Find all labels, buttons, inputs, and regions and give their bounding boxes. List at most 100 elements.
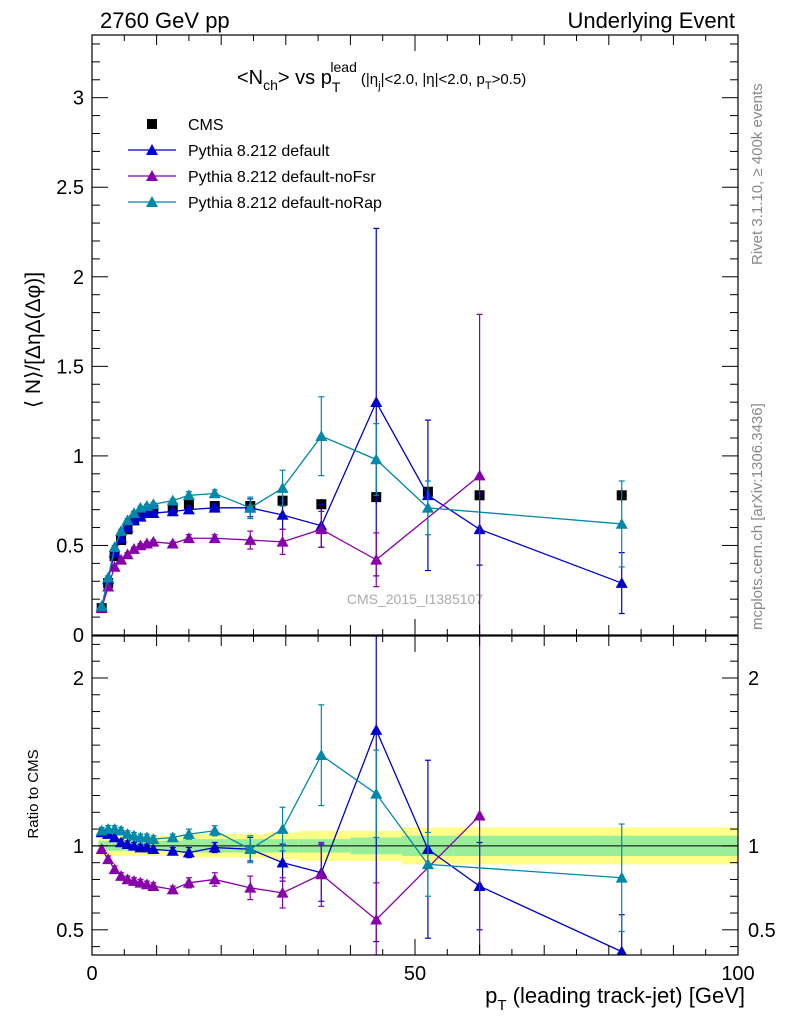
series-marker-ratio xyxy=(421,858,434,870)
legend: CMS Pythia 8.212 default Pythia 8.212 defa… xyxy=(128,117,382,212)
series-marker-main xyxy=(115,525,128,536)
header-left: 2760 GeV pp xyxy=(100,8,230,33)
series-marker-main xyxy=(276,482,289,493)
series-marker-ratio xyxy=(208,873,221,885)
series-marker-ratio xyxy=(315,868,328,880)
series-marker-ratio xyxy=(166,844,179,856)
series-marker-main xyxy=(182,532,195,544)
ratio-ytick-label: 1 xyxy=(73,836,84,858)
series-marker-ratio xyxy=(166,883,179,895)
series-marker-main xyxy=(208,501,221,513)
series-marker-main xyxy=(182,489,195,501)
legend-marker-cms xyxy=(147,119,157,129)
main-ytick-label: 2 xyxy=(73,267,84,289)
xtick-label: 0 xyxy=(86,963,97,985)
rivet-label: Rivet 3.1.10, ≥ 400k events xyxy=(749,83,766,265)
series-marker-main xyxy=(95,600,108,612)
series-marker-main xyxy=(276,509,289,520)
series-marker-main xyxy=(208,487,221,499)
series-marker-main xyxy=(473,469,486,481)
legend-label: Pythia 8.212 default-noFsr xyxy=(188,169,376,186)
series-marker-ratio xyxy=(208,841,221,853)
series-marker-ratio xyxy=(276,856,289,868)
series-marker-ratio xyxy=(166,831,179,843)
legend-label: Pythia 8.212 default-noRap xyxy=(188,195,382,212)
series-marker-main xyxy=(370,396,383,407)
main-ylabel: ⟨ N⟩/[ΔηΔ(Δφ)] xyxy=(22,272,45,408)
legend-label: CMS xyxy=(188,117,224,134)
main-ytick-label: 1.5 xyxy=(56,356,84,378)
ratio-ytick-label-right: 2 xyxy=(748,668,759,690)
series-marker-main xyxy=(121,521,134,533)
series-ratio-group xyxy=(95,636,486,955)
series-layer xyxy=(95,227,628,955)
header-right: Underlying Event xyxy=(567,8,735,33)
series-marker-ratio xyxy=(473,809,486,821)
series-marker-main xyxy=(315,430,328,441)
series-marker-ratio xyxy=(147,880,160,891)
series-marker-main xyxy=(147,498,160,510)
series-marker-ratio xyxy=(370,913,383,925)
main-ytick-label: 2.5 xyxy=(56,177,84,199)
series-marker-main xyxy=(315,523,328,535)
series-marker-main xyxy=(244,501,257,513)
series-marker-main xyxy=(166,494,179,506)
series-marker-main xyxy=(115,553,128,565)
xtick-label: 100 xyxy=(721,963,754,985)
series-marker-main xyxy=(115,532,128,544)
series-marker-main xyxy=(108,541,121,553)
legend-label: Pythia 8.212 default xyxy=(188,143,330,160)
ratio-frame xyxy=(91,635,739,956)
series-marker-ratio xyxy=(370,787,383,799)
series-marker-main xyxy=(127,543,140,554)
main-ytick-label: 3 xyxy=(73,88,84,110)
series-marker-main xyxy=(182,503,195,515)
series-marker-ratio xyxy=(115,870,128,881)
series-marker-ratio xyxy=(208,824,221,836)
series-marker-ratio xyxy=(115,824,128,836)
series-marker-ratio xyxy=(95,843,108,855)
series-ratio-group xyxy=(95,704,628,933)
series-marker-main xyxy=(127,507,140,519)
series-marker-main xyxy=(615,517,628,529)
legend-marker xyxy=(146,144,158,155)
series-marker-ratio xyxy=(315,749,328,761)
series-marker-ratio xyxy=(182,828,195,839)
x-axis-label: pT (leading track-jet) [GeV] xyxy=(485,983,745,1014)
series-marker-main xyxy=(276,535,289,547)
ratio-ytick-label: 0.5 xyxy=(56,920,84,942)
ratio-ytick-label-right: 0.5 xyxy=(748,920,776,942)
analysis-watermark: CMS_2015_I1385107 xyxy=(347,591,483,607)
series-marker-ratio xyxy=(276,823,289,834)
series-marker-main xyxy=(147,535,160,547)
series-marker-main xyxy=(615,577,628,588)
series-marker-ratio xyxy=(244,843,257,855)
series-marker-main xyxy=(370,553,383,565)
series-marker-main xyxy=(134,510,147,522)
axes-layer: 00.511.522.530.5 0.51 12 20 50 100 xyxy=(56,34,776,985)
main-ytick-label: 1 xyxy=(73,446,84,468)
series-marker-ratio xyxy=(147,833,160,844)
legend-marker xyxy=(146,170,158,181)
series-marker-ratio xyxy=(370,724,383,735)
series-marker-main xyxy=(147,507,160,519)
series-line-main xyxy=(101,400,622,607)
main-title: <Nch> vs pTlead(|ηj|<2.0, |η|<2.0, pT>0.… xyxy=(237,59,526,95)
xtick-label: 50 xyxy=(404,963,426,985)
series-marker-main xyxy=(102,571,115,583)
series-marker-main xyxy=(208,532,221,544)
ratio-ytick-label-right: 1 xyxy=(748,836,759,858)
series-marker-ratio xyxy=(615,871,628,883)
series-marker-main xyxy=(121,514,134,526)
series-marker-main xyxy=(121,548,134,560)
series-line-main xyxy=(101,475,481,609)
series-marker-ratio xyxy=(182,876,195,888)
legend-marker xyxy=(146,196,158,207)
series-marker-ratio xyxy=(182,846,195,858)
mcplots-label: mcplots.cern.ch [arXiv:1306.3436] xyxy=(749,403,766,630)
main-ytick-label: 0.5 xyxy=(56,535,84,557)
series-marker-main xyxy=(244,534,257,545)
series-marker-main xyxy=(166,505,179,517)
